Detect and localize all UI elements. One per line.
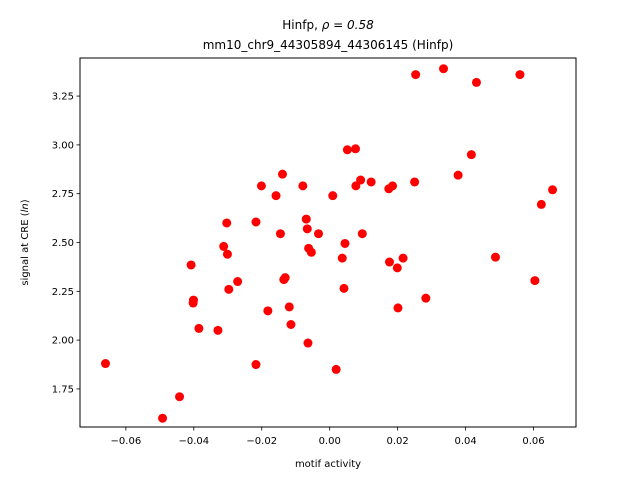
data-point: [530, 276, 540, 286]
x-tick-label: 0.00: [319, 436, 341, 447]
x-axis-label: motif activity: [295, 459, 361, 470]
x-tick-label: 0.04: [454, 436, 476, 447]
data-point: [453, 170, 463, 180]
data-point: [306, 247, 316, 257]
chart-title: Hinfp, ρ = 0.58: [282, 18, 374, 32]
data-point: [384, 257, 394, 267]
data-point: [277, 169, 287, 179]
data-point: [213, 325, 223, 335]
y-tick-label: 2.25: [52, 287, 74, 298]
data-point: [410, 177, 420, 187]
data-point: [411, 70, 421, 80]
data-point: [175, 392, 185, 402]
data-point: [298, 181, 308, 191]
data-point: [421, 293, 431, 303]
y-tick-label: 3.00: [52, 140, 74, 151]
data-point: [186, 260, 196, 270]
data-point: [351, 144, 361, 154]
data-point: [339, 283, 349, 293]
data-point: [280, 273, 290, 283]
x-tick-label: −0.04: [178, 436, 209, 447]
chart-subtitle: mm10_chr9_44305894_44306145 (Hinfp): [203, 38, 454, 52]
data-point: [188, 295, 198, 305]
data-point: [263, 306, 273, 316]
data-point: [548, 185, 558, 195]
data-point: [357, 229, 367, 239]
data-point: [222, 218, 232, 228]
data-point: [490, 252, 500, 262]
data-point: [388, 181, 398, 191]
data-point: [331, 364, 341, 374]
data-point: [256, 181, 266, 191]
x-tick-label: 0.06: [522, 436, 544, 447]
x-tick-label: −0.02: [246, 436, 277, 447]
data-point: [313, 229, 323, 239]
data-point: [284, 302, 294, 312]
y-tick-label: 1.75: [52, 384, 74, 395]
data-point: [328, 191, 338, 201]
data-point: [471, 77, 481, 87]
data-point: [366, 177, 376, 187]
data-point: [275, 229, 285, 239]
data-point: [392, 263, 402, 273]
data-point: [301, 214, 311, 224]
y-axis-label: signal at CRE (ln): [20, 199, 31, 285]
data-point: [536, 199, 546, 209]
x-tick-label: 0.02: [387, 436, 409, 447]
y-axis: 1.75 2.00 2.25 2.50 2.75 3.00 3.25: [52, 92, 80, 395]
data-points: [100, 64, 558, 423]
data-point: [233, 277, 243, 287]
x-tick-label: −0.06: [111, 436, 142, 447]
data-point: [356, 175, 366, 185]
x-axis: −0.06 −0.04 −0.02 0.00 0.02 0.04 0.06: [111, 427, 545, 447]
data-point: [302, 224, 312, 234]
y-tick-label: 2.00: [52, 336, 74, 347]
data-point: [398, 253, 408, 263]
data-point: [466, 150, 476, 160]
data-point: [194, 323, 204, 333]
data-point: [439, 64, 449, 74]
data-point: [515, 70, 525, 80]
data-point: [100, 359, 110, 369]
data-point: [224, 284, 234, 294]
data-point: [286, 320, 296, 329]
y-tick-label: 2.75: [52, 189, 74, 200]
data-point: [251, 360, 261, 370]
data-point: [342, 145, 352, 155]
data-point: [222, 249, 232, 259]
data-point: [340, 238, 350, 248]
data-point: [219, 241, 229, 251]
data-point: [271, 191, 281, 201]
y-tick-label: 2.50: [52, 238, 74, 249]
data-point: [303, 338, 313, 348]
data-point: [393, 303, 403, 313]
y-tick-label: 3.25: [52, 92, 74, 103]
data-point: [337, 253, 347, 263]
data-point: [251, 217, 261, 227]
data-point: [158, 413, 168, 423]
